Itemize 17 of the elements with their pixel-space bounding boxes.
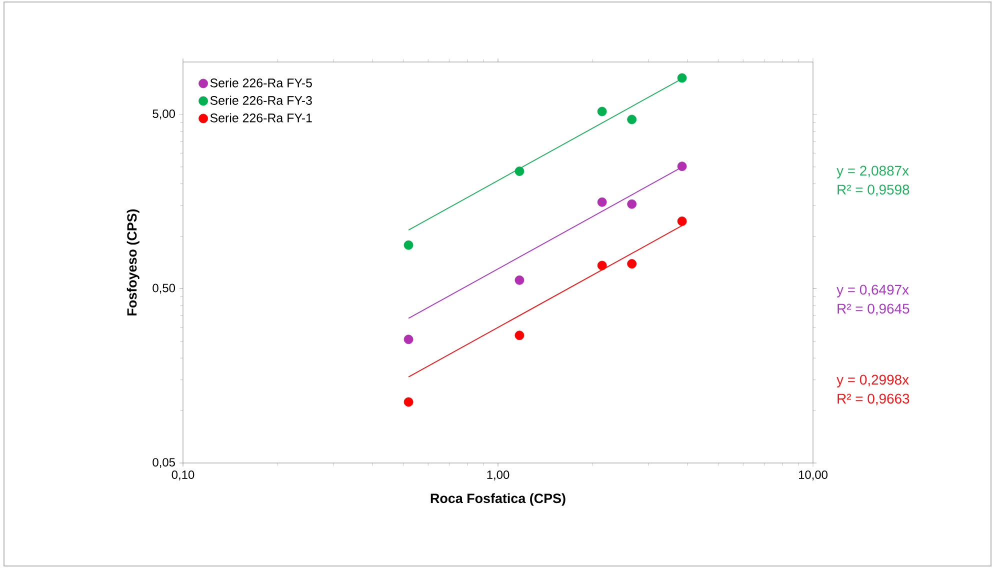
y-tick-label: 0,05: [152, 458, 175, 468]
x-tick-label: 0,10: [172, 470, 194, 480]
text: R² = 0,9645: [838, 304, 910, 316]
legend-label: Serie 226-Ra FY-5: [210, 78, 312, 88]
legend-label: Serie 226-Ra FY-1: [210, 113, 312, 122]
text: y = 2,0887x: [836, 166, 909, 178]
x-axis-title: Roca Fosfatica (CPS): [430, 493, 566, 506]
x-tick-label: 10,00: [798, 470, 828, 480]
text: R² = 0,9598: [838, 184, 910, 196]
text: R² = 0,9663: [838, 394, 910, 406]
y-axis-title: Fosfoyeso (CPS): [126, 209, 140, 316]
text: y = 0,6497x: [836, 284, 909, 298]
y-tick-label: 5,00: [152, 110, 176, 120]
x-tick-label: 1,00: [487, 470, 510, 480]
y-tick-label: 0,50: [152, 284, 176, 294]
legend-label: Serie 226-Ra FY-3: [210, 96, 312, 105]
text: y = 0,2998x: [836, 374, 909, 388]
